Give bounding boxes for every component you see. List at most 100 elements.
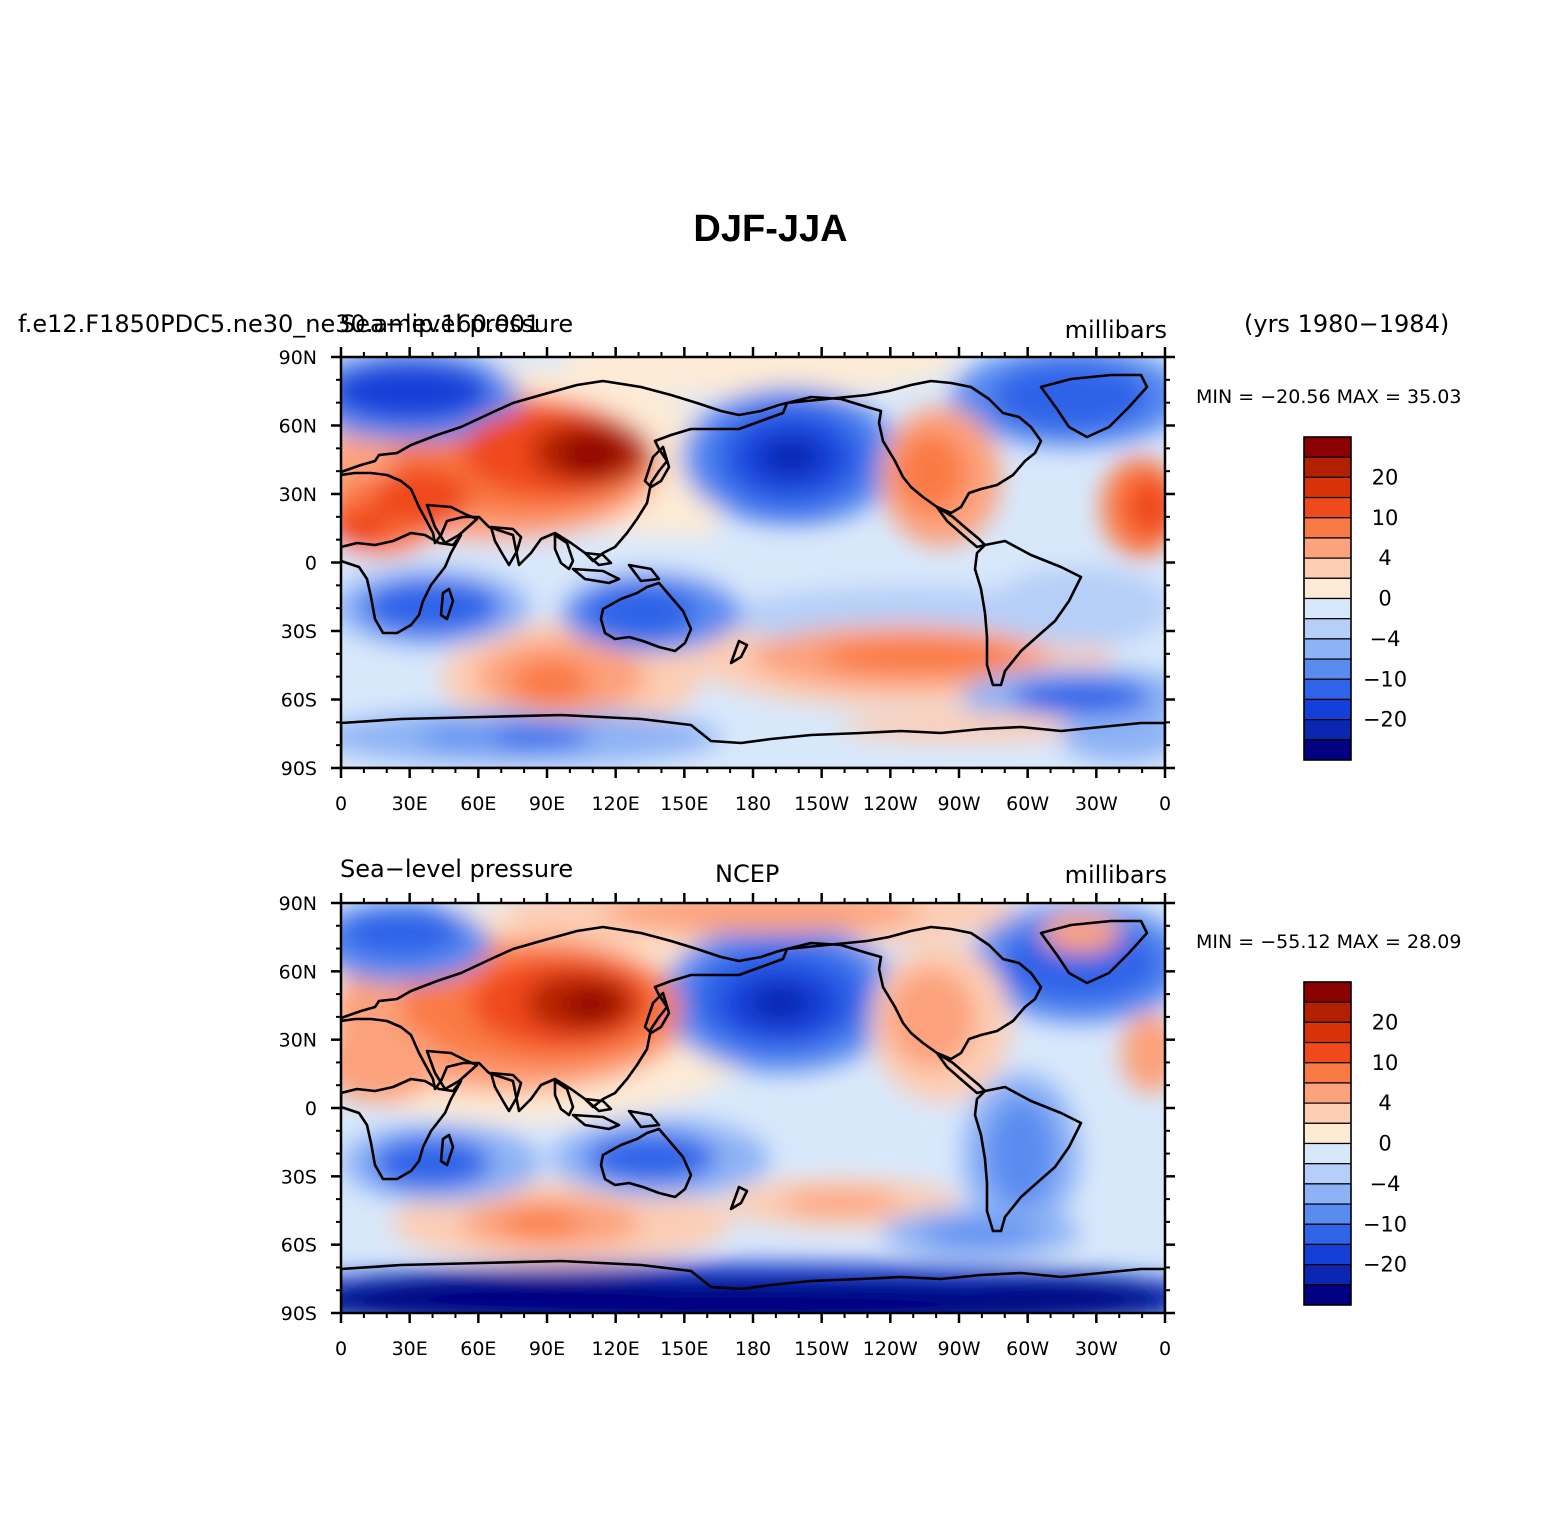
colorbar-label: −20: [1363, 708, 1407, 732]
pressure-contour-blob: [886, 968, 976, 1068]
colorbar-swatch: [1303, 1122, 1352, 1145]
lon-tick-label: 90E: [529, 793, 565, 815]
figure-title: DJF-JJA: [693, 208, 848, 250]
colorbar-label: −4: [1370, 627, 1401, 651]
pressure-contour-blob: [1126, 477, 1165, 537]
colorbar-label: 10: [1372, 506, 1399, 530]
lat-tick-label: 60N: [279, 416, 317, 438]
panel1-min-value: −20.56: [1260, 386, 1331, 408]
lon-tick-label: 150W: [794, 793, 849, 815]
ncep-map-panel: 0 30E 60E 90E 120E 150E 180 150W 120W 90W 60W 30W 09…: [279, 893, 1175, 1360]
panel2-source-label: NCEP: [715, 860, 780, 888]
lat-tick-label: 90N: [279, 347, 317, 369]
colorbar-label: 4: [1378, 546, 1391, 570]
colorbar-swatch: [1303, 1082, 1352, 1104]
pressure-contour-blob: [561, 437, 621, 473]
colorbar-swatch: [1303, 1021, 1352, 1044]
colorbar-swatch: [1303, 1041, 1352, 1064]
colorbar-frame: [1303, 981, 1352, 1306]
colorbar-swatch: [1303, 981, 1352, 1003]
lon-tick-label: 120E: [592, 1338, 640, 1360]
lon-tick-label: 60W: [1006, 1338, 1049, 1360]
lat-tick-label: 30S: [281, 621, 317, 643]
pressure-contour-blob: [991, 362, 1151, 432]
lon-tick-label: 0: [335, 793, 347, 815]
pressure-contour-blob: [471, 725, 591, 749]
panel2-max-label: MAX =: [1336, 931, 1401, 953]
colorbar-swatch: [1303, 1284, 1352, 1306]
lon-tick-label: 150W: [794, 1338, 849, 1360]
colorbar-swatch: [1303, 1142, 1352, 1165]
lat-tick-label: 30N: [279, 1030, 317, 1052]
lon-tick-label: 60W: [1006, 793, 1049, 815]
panel2-min-max: MIN = −55.12 MAX = 28.09: [1196, 931, 1461, 953]
pressure-contour-blob: [371, 1137, 491, 1189]
colorbar-label: 20: [1372, 1010, 1399, 1034]
colorbar-swatch: [1303, 1183, 1352, 1205]
lon-tick-label: 150E: [660, 1338, 708, 1360]
panel2-min-label: MIN =: [1196, 931, 1255, 953]
lon-tick-label: 180: [735, 1338, 771, 1360]
colorbar-label: 0: [1378, 587, 1391, 611]
panel1-source-label: f.e12.F1850PDC5.ne30_ne30.amip.160.001: [18, 310, 541, 338]
colorbar-label: 10: [1372, 1051, 1399, 1075]
lat-tick-label: 60S: [281, 1235, 317, 1257]
lat-tick-label: 0: [305, 1098, 317, 1120]
lon-tick-label: 60E: [460, 793, 496, 815]
pressure-contour-blob: [341, 1023, 441, 1103]
colorbar-label: −10: [1363, 1212, 1407, 1236]
pressure-contour-blob: [341, 908, 461, 958]
colorbar-label: −10: [1363, 667, 1407, 691]
colorbar-swatch: [1303, 476, 1352, 499]
colorbar-swatch: [1303, 517, 1352, 539]
lon-tick-label: 0: [335, 1338, 347, 1360]
lon-tick-label: 90W: [938, 1338, 981, 1360]
pressure-contour-blob: [1041, 913, 1121, 953]
pressure-contour-blob: [561, 357, 961, 397]
colorbar-swatch: [1303, 1001, 1352, 1023]
pressure-contour-blob: [421, 727, 501, 747]
colorbar-swatch: [1303, 638, 1352, 660]
pressure-contour-blob: [986, 1098, 1056, 1208]
lat-tick-label: 90S: [281, 758, 317, 780]
pressure-contour-blob: [371, 467, 471, 527]
pressure-contour-blob: [1061, 712, 1165, 762]
pressure-contour-blob: [341, 362, 491, 422]
colorbar-label: −4: [1370, 1172, 1401, 1196]
panel2-units-label: millibars: [1064, 861, 1167, 889]
colorbar-swatch: [1303, 739, 1352, 761]
colorbar-label: 4: [1378, 1091, 1391, 1115]
model-colorbar: 20 10 4 0 −4 −10 −20: [1303, 436, 1407, 761]
colorbar-swatch: [1303, 1102, 1352, 1124]
pressure-contour-blob: [361, 579, 501, 635]
colorbar-swatch: [1303, 456, 1352, 478]
lon-tick-label: 150E: [660, 793, 708, 815]
lon-tick-label: 30E: [392, 1338, 428, 1360]
lat-tick-label: 60S: [281, 690, 317, 712]
colorbar-label: 0: [1378, 1132, 1391, 1156]
colorbar-label: −20: [1363, 1253, 1407, 1277]
pressure-contour-blob: [341, 1273, 761, 1313]
panel2-variable-label: Sea−level pressure: [340, 855, 574, 883]
lon-tick-label: 30W: [1075, 1338, 1118, 1360]
panel1-variable-label: Sea−level pressure: [340, 310, 574, 338]
colorbar-swatch: [1303, 577, 1352, 600]
panel1-units-label: millibars: [1064, 316, 1167, 344]
colorbar-swatch: [1303, 678, 1352, 701]
lat-tick-label: 90N: [279, 893, 317, 915]
lon-tick-label: 90E: [529, 1338, 565, 1360]
colorbar-swatch: [1303, 537, 1352, 559]
colorbar-swatch: [1303, 496, 1352, 519]
pressure-contour-blob: [1121, 1013, 1165, 1093]
lon-tick-label: 30E: [392, 793, 428, 815]
lon-tick-label: 120E: [592, 793, 640, 815]
pressure-contour-blob: [586, 584, 696, 640]
lat-tick-label: 0: [305, 553, 317, 575]
panel1-max-label: MAX =: [1336, 386, 1401, 408]
pressure-contour-blob: [921, 1221, 1041, 1245]
lon-tick-label: 0: [1159, 793, 1171, 815]
pressure-contour-blob: [601, 903, 921, 933]
panel1-max-value: 35.03: [1407, 386, 1462, 408]
pressure-contour-blob: [821, 639, 1021, 675]
